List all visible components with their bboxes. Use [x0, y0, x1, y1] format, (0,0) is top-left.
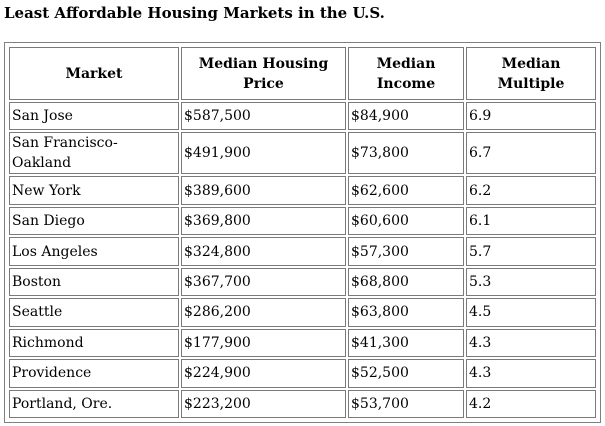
- page-title: Least Affordable Housing Markets in the …: [4, 4, 385, 22]
- cell-median-housing-price: $324,800: [181, 237, 346, 266]
- cell-median-multiple: 4.2: [466, 389, 596, 418]
- cell-median-multiple: 4.5: [466, 298, 596, 327]
- column-header-median-multiple: Median Multiple: [466, 47, 596, 100]
- cell-median-multiple: 4.3: [466, 359, 596, 388]
- table-row: San Diego $369,800 $60,600 6.1: [9, 206, 596, 236]
- column-header-market: Market: [9, 47, 179, 100]
- housing-table-frame: Market Median Housing Price Median Incom…: [4, 42, 601, 423]
- cell-median-multiple: 6.1: [466, 206, 596, 236]
- cell-median-multiple: 5.3: [466, 267, 596, 297]
- table-row: San Jose $587,500 $84,900 6.9: [9, 102, 596, 131]
- cell-market: Portland, Ore.: [9, 389, 179, 418]
- cell-market: Richmond: [9, 328, 179, 358]
- cell-market: Seattle: [9, 298, 179, 327]
- cell-market: San Jose: [9, 102, 179, 131]
- table-row: Portland, Ore. $223,200 $53,700 4.2: [9, 389, 596, 418]
- cell-median-income: $41,300: [348, 328, 464, 358]
- table-row: Providence $224,900 $52,500 4.3: [9, 359, 596, 388]
- cell-median-housing-price: $587,500: [181, 102, 346, 131]
- cell-median-income: $62,600: [348, 176, 464, 205]
- cell-median-housing-price: $223,200: [181, 389, 346, 418]
- table-row: Los Angeles $324,800 $57,300 5.7: [9, 237, 596, 266]
- cell-median-income: $53,700: [348, 389, 464, 418]
- cell-median-income: $73,800: [348, 132, 464, 175]
- cell-market: Los Angeles: [9, 237, 179, 266]
- cell-market: Providence: [9, 359, 179, 388]
- housing-table: Market Median Housing Price Median Incom…: [7, 45, 598, 420]
- cell-median-housing-price: $369,800: [181, 206, 346, 236]
- cell-median-income: $84,900: [348, 102, 464, 131]
- cell-median-housing-price: $224,900: [181, 359, 346, 388]
- cell-median-housing-price: $389,600: [181, 176, 346, 205]
- cell-median-multiple: 6.9: [466, 102, 596, 131]
- cell-median-income: $52,500: [348, 359, 464, 388]
- table-row: Boston $367,700 $68,800 5.3: [9, 267, 596, 297]
- cell-median-housing-price: $367,700: [181, 267, 346, 297]
- cell-median-multiple: 4.3: [466, 328, 596, 358]
- table-row: Seattle $286,200 $63,800 4.5: [9, 298, 596, 327]
- cell-median-income: $57,300: [348, 237, 464, 266]
- cell-median-housing-price: $286,200: [181, 298, 346, 327]
- cell-market: New York: [9, 176, 179, 205]
- cell-market: Boston: [9, 267, 179, 297]
- table-row: Richmond $177,900 $41,300 4.3: [9, 328, 596, 358]
- cell-median-income: $60,600: [348, 206, 464, 236]
- cell-median-housing-price: $491,900: [181, 132, 346, 175]
- cell-market: San Diego: [9, 206, 179, 236]
- cell-market: San Francisco-Oakland: [9, 132, 179, 175]
- cell-median-multiple: 6.7: [466, 132, 596, 175]
- column-header-median-income: Median Income: [348, 47, 464, 100]
- cell-median-multiple: 5.7: [466, 237, 596, 266]
- cell-median-multiple: 6.2: [466, 176, 596, 205]
- column-header-median-housing-price: Median Housing Price: [181, 47, 346, 100]
- table-row: San Francisco-Oakland $491,900 $73,800 6.7: [9, 132, 596, 175]
- table-header-row: Market Median Housing Price Median Incom…: [9, 47, 596, 100]
- table-body: San Jose $587,500 $84,900 6.9 San Francisco-…: [9, 102, 596, 418]
- cell-median-housing-price: $177,900: [181, 328, 346, 358]
- cell-median-income: $68,800: [348, 267, 464, 297]
- table-row: New York $389,600 $62,600 6.2: [9, 176, 596, 205]
- cell-median-income: $63,800: [348, 298, 464, 327]
